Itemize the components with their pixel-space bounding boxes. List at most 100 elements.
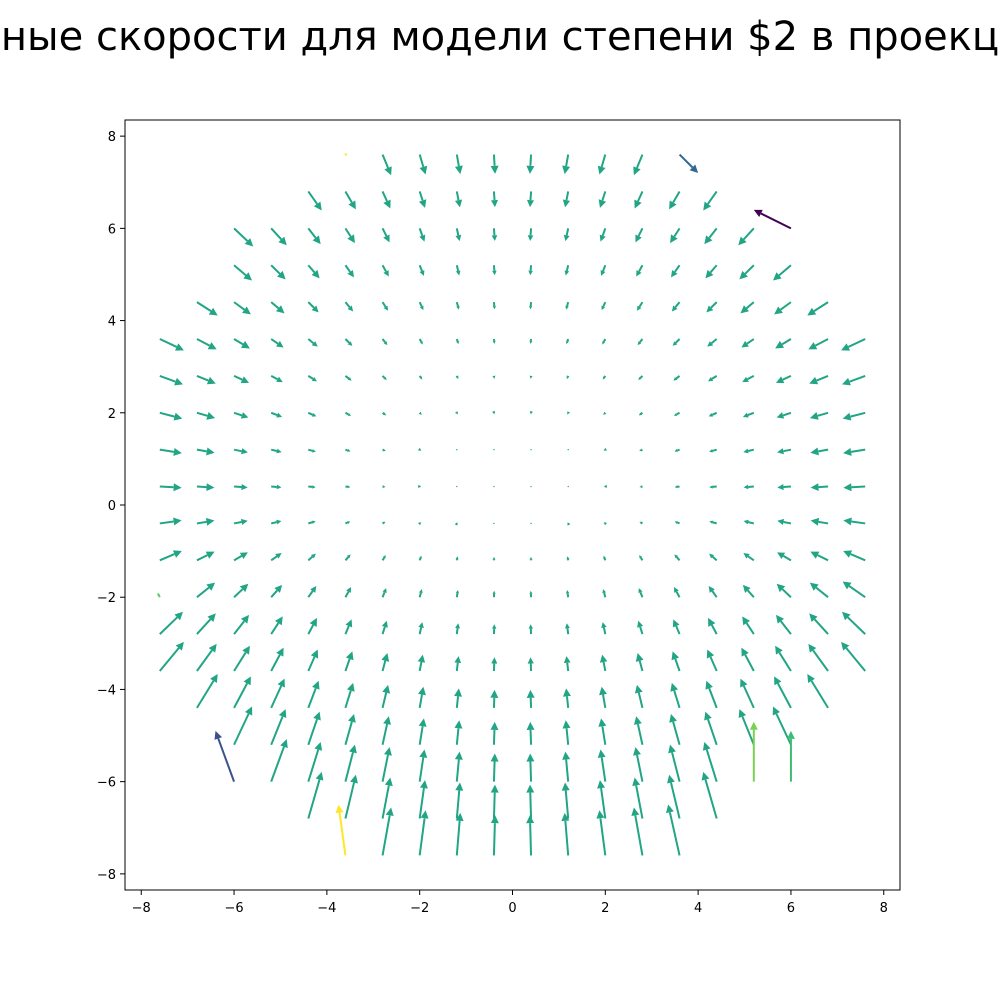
arrow <box>529 375 533 379</box>
arrow <box>196 643 217 672</box>
x-tick-label: 8 <box>880 901 888 916</box>
arrow-head <box>564 270 570 276</box>
arrow <box>307 411 317 417</box>
arrow-head <box>599 654 608 663</box>
arrow-head <box>631 807 640 817</box>
arrow <box>454 688 463 708</box>
arrow-shaft <box>492 761 496 782</box>
arrow-shaft <box>566 338 570 342</box>
arrow-head <box>312 235 321 245</box>
arrow <box>810 447 829 456</box>
arrow <box>672 619 681 635</box>
arrow-shaft <box>233 448 242 453</box>
arrow <box>775 645 792 672</box>
arrow-head <box>385 807 394 817</box>
x-tick-label: 0 <box>508 901 516 916</box>
arrow <box>668 744 681 782</box>
arrow <box>601 301 607 311</box>
arrow-head <box>599 234 606 242</box>
arrow-head <box>275 616 283 626</box>
arrow <box>709 553 718 562</box>
arrow-head <box>454 522 458 526</box>
arrow-shaft <box>849 374 866 383</box>
arrow-head <box>243 676 251 686</box>
arrow-head <box>207 342 217 350</box>
arrow <box>233 411 249 419</box>
arrow <box>159 611 184 635</box>
arrow <box>566 375 570 380</box>
arrow <box>564 265 570 276</box>
arrow-head <box>174 343 184 351</box>
arrow-shaft <box>565 728 570 745</box>
arrow <box>344 587 352 598</box>
arrow-shaft <box>708 227 718 239</box>
arrow <box>742 411 755 418</box>
arrow-head <box>274 584 283 593</box>
arrow-shaft <box>196 338 211 347</box>
arrow-shaft <box>381 626 386 635</box>
arrow-head <box>241 448 248 455</box>
arrow <box>528 265 533 276</box>
arrow-head <box>526 784 535 793</box>
arrow-head <box>841 611 851 621</box>
arrow <box>455 590 460 598</box>
arrow <box>270 519 282 525</box>
arrow-head <box>634 199 642 209</box>
arrow-shaft <box>270 716 284 746</box>
arrow <box>529 590 533 598</box>
arrow <box>455 265 461 276</box>
arrow-head <box>638 412 643 416</box>
arrow-shaft <box>566 593 570 598</box>
arrow-head <box>206 376 216 385</box>
arrow-shaft <box>678 153 694 169</box>
arrow <box>602 375 607 380</box>
arrow-shaft <box>818 448 829 453</box>
arrow-head <box>709 485 713 489</box>
arrow-shaft <box>338 812 347 856</box>
x-tick-label: 6 <box>787 901 795 916</box>
arrow-head <box>637 620 644 628</box>
arrow-head <box>703 201 712 211</box>
arrow <box>345 448 351 452</box>
arrow-shaft <box>157 594 161 598</box>
arrow-head <box>774 306 783 315</box>
arrow-head <box>240 376 250 384</box>
arrow-head <box>347 413 352 416</box>
arrow-head <box>633 747 641 756</box>
arrow-head <box>239 583 249 593</box>
arrow-head <box>312 449 316 453</box>
arrow-head <box>672 619 680 628</box>
arrow-shaft <box>307 411 314 416</box>
arrow-shaft <box>639 626 644 635</box>
arrow-head <box>384 777 393 787</box>
arrow-shaft <box>196 680 215 709</box>
arrow-head <box>490 689 499 698</box>
arrow-head <box>242 306 251 315</box>
arrow <box>455 228 462 242</box>
arrow-head <box>742 376 749 383</box>
arrow <box>344 338 353 346</box>
arrow <box>308 485 316 489</box>
arrow-shaft <box>381 411 385 415</box>
arrow-head <box>807 307 817 316</box>
arrow-head <box>492 556 496 560</box>
arrow-shaft <box>270 264 281 275</box>
arrow-shaft <box>747 589 755 598</box>
arrow <box>749 721 758 782</box>
arrow <box>270 739 288 782</box>
arrow <box>381 747 392 782</box>
arrow-shaft <box>674 264 681 273</box>
arrow <box>667 774 681 819</box>
arrow <box>672 338 681 346</box>
arrow-head <box>753 209 763 218</box>
arrow-head <box>490 753 499 762</box>
arrow <box>382 521 386 525</box>
arrow-head <box>843 517 852 526</box>
arrow-head <box>596 810 605 819</box>
arrow-shaft <box>565 154 570 167</box>
arrow-head <box>774 676 782 686</box>
arrow-head <box>157 592 161 596</box>
arrow-shaft <box>455 228 460 236</box>
arrow <box>159 483 182 492</box>
